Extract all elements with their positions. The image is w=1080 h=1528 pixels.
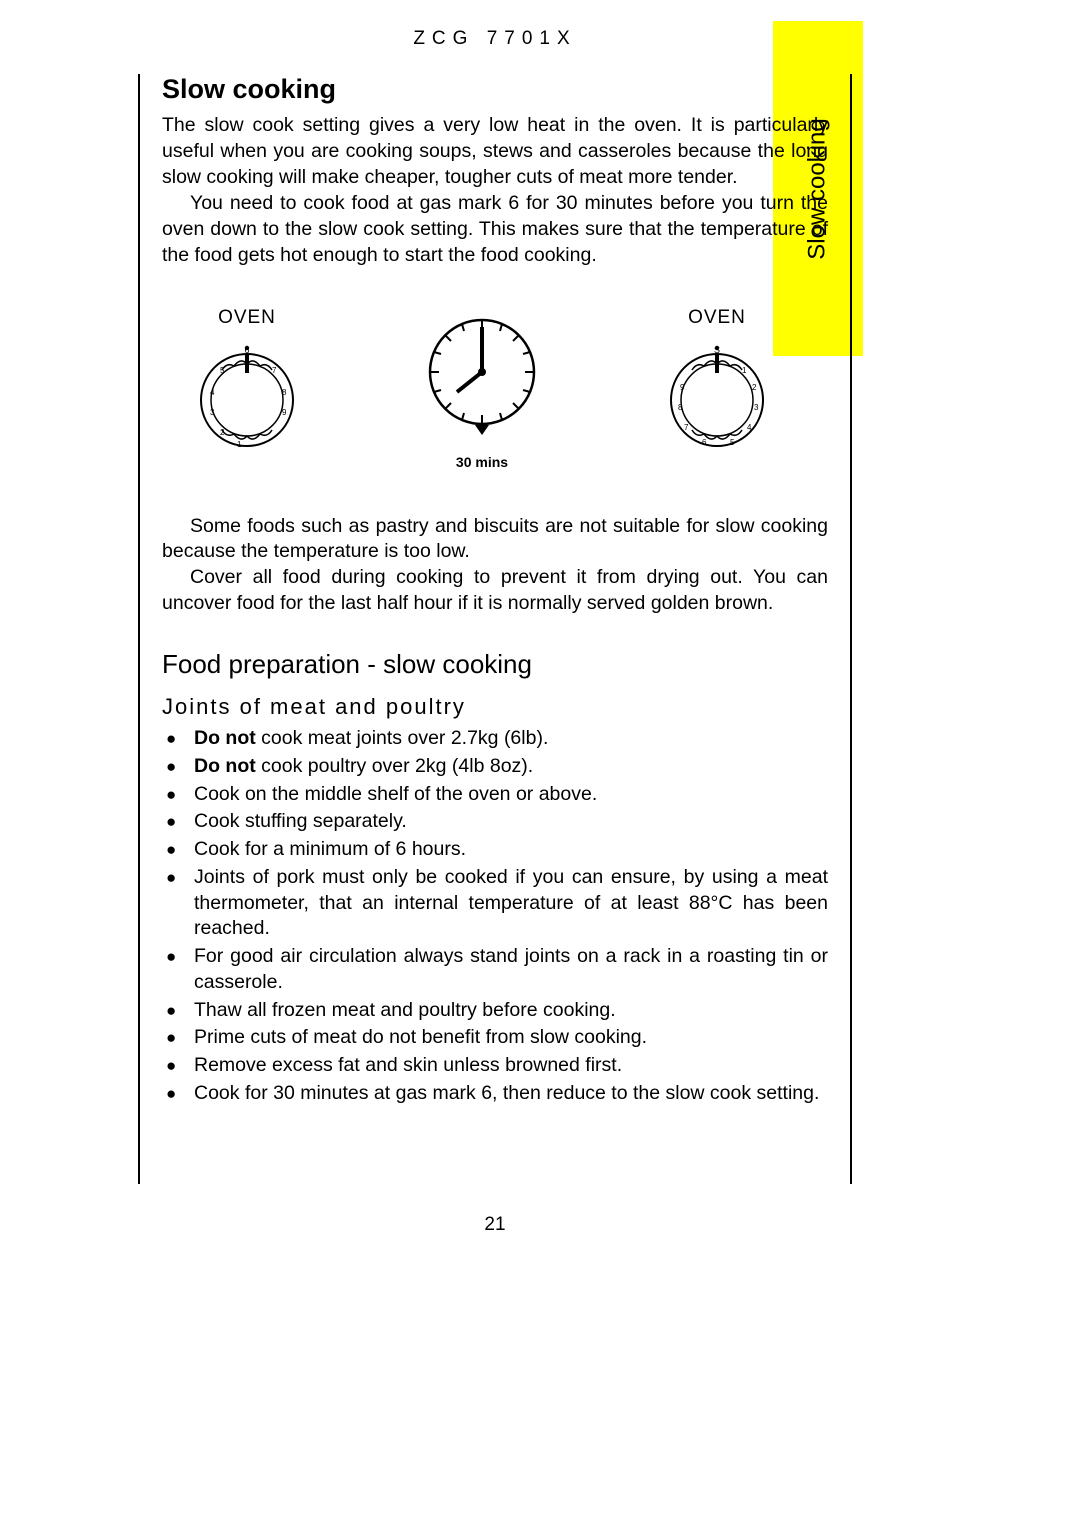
list-item: Remove excess fat and skin unless browne… (166, 1053, 828, 1079)
svg-text:5: 5 (220, 366, 225, 375)
svg-text:6: 6 (702, 438, 707, 447)
svg-text:7: 7 (272, 366, 277, 375)
model-number: ZCG 7701X (138, 28, 852, 50)
svg-text:S: S (714, 345, 720, 355)
section-title: Slow cooking (162, 74, 828, 105)
list-item-text: Cook for 30 minutes at gas mark 6, then … (194, 1082, 819, 1104)
list-item: Cook for a minimum of 6 hours. (166, 837, 828, 863)
clock-dial: 30 mins (417, 307, 547, 472)
clock-icon (417, 307, 547, 447)
list-item-text: For good air circulation always stand jo… (194, 945, 828, 993)
svg-text:2: 2 (752, 383, 757, 392)
svg-text:3: 3 (754, 403, 759, 412)
page-number: 21 (138, 1214, 852, 1236)
svg-text:1: 1 (742, 366, 747, 375)
list-item: Cook for 30 minutes at gas mark 6, then … (166, 1081, 828, 1107)
list-item: For good air circulation always stand jo… (166, 944, 828, 995)
subsubsection-heading: Joints of meat and poultry (162, 694, 828, 720)
dial-illustration-row: OVEN 6 5 4 3 2 1 7 (192, 307, 772, 472)
list-item: Thaw all frozen meat and poultry before … (166, 998, 828, 1024)
svg-text:1: 1 (237, 440, 242, 449)
list-item: Cook stuffing separately. (166, 809, 828, 835)
list-item: Prime cuts of meat do not benefit from s… (166, 1025, 828, 1051)
content-column: Slow cooking The slow cook setting gives… (138, 74, 852, 1184)
svg-text:9: 9 (680, 383, 685, 392)
clock-caption: 30 mins (456, 454, 508, 470)
manual-page: ZCG 7701X Slow cooking The slow cook set… (138, 28, 852, 1236)
list-item-text: Joints of pork must only be cooked if yo… (194, 866, 828, 939)
svg-text:7: 7 (684, 423, 689, 432)
list-item-text: Thaw all frozen meat and poultry before … (194, 999, 616, 1021)
svg-text:3: 3 (210, 408, 215, 417)
bold-lead: Do not (194, 755, 256, 777)
list-item-text: Prime cuts of meat do not benefit from s… (194, 1026, 647, 1048)
oven-label-left: OVEN (192, 307, 302, 329)
oven-dial-left: OVEN 6 5 4 3 2 1 7 (192, 307, 302, 460)
list-item: Joints of pork must only be cooked if yo… (166, 865, 828, 942)
subsection-heading: Food preparation - slow cooking (162, 649, 828, 680)
list-item: Do not cook meat joints over 2.7kg (6lb)… (166, 726, 828, 752)
intro-paragraph-2: You need to cook food at gas mark 6 for … (162, 191, 828, 269)
oven-dial-s-icon: S 1 2 3 4 5 6 7 8 9 (662, 335, 772, 455)
after-dials-p2: Cover all food during cooking to prevent… (162, 565, 828, 617)
svg-text:8: 8 (282, 388, 287, 397)
oven-dial-6-icon: 6 5 4 3 2 1 7 8 9 (192, 335, 302, 455)
svg-text:4: 4 (747, 423, 752, 432)
intro-paragraph-1: The slow cook setting gives a very low h… (162, 113, 828, 191)
list-item: Do not cook poultry over 2kg (4lb 8oz). (166, 754, 828, 780)
list-item-text: Cook stuffing separately. (194, 810, 407, 832)
list-item-text: Cook for a minimum of 6 hours. (194, 838, 466, 860)
list-item-text: Cook on the middle shelf of the oven or … (194, 783, 597, 805)
list-item-text: cook poultry over 2kg (4lb 8oz). (256, 755, 533, 777)
svg-text:5: 5 (730, 438, 735, 447)
svg-text:4: 4 (210, 388, 215, 397)
svg-text:9: 9 (282, 408, 287, 417)
after-dials-p1: Some foods such as pastry and biscuits a… (162, 514, 828, 566)
bold-lead: Do not (194, 727, 256, 749)
list-item: Cook on the middle shelf of the oven or … (166, 782, 828, 808)
svg-text:8: 8 (678, 403, 683, 412)
oven-label-right: OVEN (662, 307, 772, 329)
svg-text:6: 6 (244, 345, 249, 355)
bullet-list: Do not cook meat joints over 2.7kg (6lb)… (162, 726, 828, 1106)
list-item-text: cook meat joints over 2.7kg (6lb). (256, 727, 549, 749)
svg-text:2: 2 (220, 428, 225, 437)
oven-dial-right: OVEN S 1 2 3 4 5 6 7 8 9 (662, 307, 772, 460)
list-item-text: Remove excess fat and skin unless browne… (194, 1054, 622, 1076)
